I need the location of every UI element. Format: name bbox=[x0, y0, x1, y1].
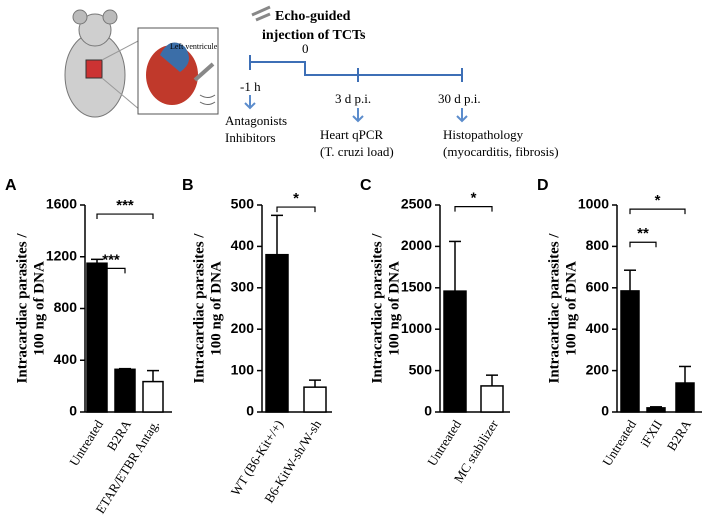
y-axis-label: 100 ng of DNA bbox=[563, 261, 579, 356]
x-tick-label: iFXII bbox=[637, 417, 665, 449]
significance-label: * bbox=[471, 190, 477, 207]
bar bbox=[265, 253, 289, 413]
bar bbox=[480, 385, 504, 413]
y-tick-label: 400 bbox=[586, 320, 610, 336]
y-tick-label: 1600 bbox=[46, 196, 77, 212]
bar bbox=[114, 368, 136, 413]
y-tick-label: 400 bbox=[231, 237, 255, 253]
bar bbox=[675, 382, 695, 413]
y-tick-label: 300 bbox=[231, 279, 255, 295]
panel-label: B bbox=[182, 177, 194, 194]
y-tick-label: 2500 bbox=[401, 196, 432, 212]
bar bbox=[620, 290, 640, 413]
x-tick-label: B2RA bbox=[664, 417, 695, 454]
significance-label: * bbox=[293, 190, 299, 207]
step-label: Histopathology bbox=[443, 127, 524, 142]
panel-label: D bbox=[537, 177, 549, 194]
x-tick-label: Untreated bbox=[599, 417, 639, 469]
y-tick-label: 0 bbox=[424, 403, 432, 419]
syringe-icon bbox=[251, 5, 271, 22]
timeline bbox=[249, 55, 463, 82]
time-zero: 0 bbox=[302, 41, 309, 56]
y-tick-label: 0 bbox=[246, 403, 254, 419]
significance-bracket bbox=[96, 267, 126, 274]
y-tick-label: 600 bbox=[586, 279, 610, 295]
time-label: -1 h bbox=[240, 79, 261, 94]
y-axis-label: 100 ng of DNA bbox=[386, 261, 402, 356]
mouse-illustration bbox=[64, 9, 219, 118]
y-tick-label: 1500 bbox=[401, 279, 432, 295]
x-tick-label: Untreated bbox=[66, 417, 106, 469]
step-label: Heart qPCR bbox=[320, 127, 384, 142]
significance-label: *** bbox=[102, 251, 120, 268]
y-tick-label: 0 bbox=[69, 403, 77, 419]
time-label: 30 d p.i. bbox=[438, 91, 481, 106]
y-tick-label: 800 bbox=[586, 237, 610, 253]
significance-label: * bbox=[655, 192, 661, 209]
bar bbox=[646, 407, 666, 413]
y-tick-label: 1000 bbox=[401, 320, 432, 336]
y-tick-label: 500 bbox=[409, 361, 433, 377]
arrows bbox=[244, 95, 468, 123]
y-axis-label: Intracardiac parasites / bbox=[191, 233, 207, 384]
x-tick-label: Untreated bbox=[424, 417, 464, 469]
step-label: (T. cruzi load) bbox=[320, 144, 394, 159]
y-axis-label: Intracardiac parasites / bbox=[546, 233, 562, 384]
panel-label: C bbox=[360, 177, 372, 194]
y-tick-label: 400 bbox=[54, 351, 78, 367]
significance-label: *** bbox=[116, 197, 134, 214]
bar bbox=[142, 380, 164, 413]
y-tick-label: 1000 bbox=[578, 196, 609, 212]
y-tick-label: 500 bbox=[231, 196, 255, 212]
y-tick-label: 200 bbox=[231, 320, 255, 336]
diagram-title: Echo-guided bbox=[275, 9, 351, 24]
y-axis-label: Intracardiac parasites / bbox=[14, 233, 30, 384]
diagram-title: injection of TCTs bbox=[262, 28, 366, 43]
y-tick-label: 100 bbox=[231, 361, 255, 377]
step-label: Antagonists bbox=[225, 113, 287, 128]
y-axis-label: 100 ng of DNA bbox=[31, 261, 47, 356]
y-tick-label: 1200 bbox=[46, 247, 77, 263]
y-axis-label: 100 ng of DNA bbox=[208, 261, 224, 356]
step-label: Inhibitors bbox=[225, 130, 276, 145]
bar bbox=[303, 386, 327, 413]
y-tick-label: 200 bbox=[586, 361, 610, 377]
y-tick-label: 800 bbox=[54, 299, 78, 315]
significance-bracket bbox=[96, 213, 154, 220]
significance-bracket bbox=[629, 241, 657, 248]
bar bbox=[86, 262, 108, 413]
significance-bracket bbox=[276, 206, 316, 213]
y-tick-label: 0 bbox=[601, 403, 609, 419]
heart-label: Left ventricule bbox=[170, 42, 218, 51]
step-label: (myocarditis, fibrosis) bbox=[443, 144, 559, 159]
bar bbox=[443, 290, 467, 413]
time-label: 3 d p.i. bbox=[335, 91, 371, 106]
significance-bracket bbox=[454, 206, 493, 212]
panel-label: A bbox=[5, 177, 17, 194]
significance-label: ** bbox=[637, 225, 649, 242]
significance-bracket bbox=[629, 208, 686, 215]
y-tick-label: 2000 bbox=[401, 237, 432, 253]
y-axis-label: Intracardiac parasites / bbox=[369, 233, 385, 384]
